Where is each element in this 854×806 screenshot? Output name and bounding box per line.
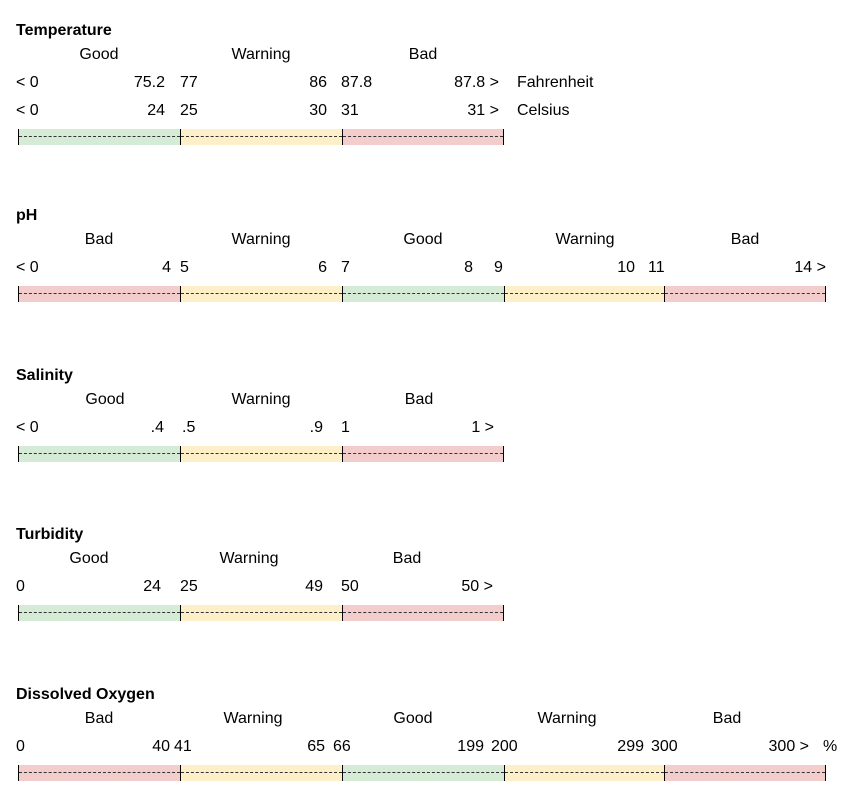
category-label: Bad (84, 231, 114, 248)
range-high: 10 (617, 259, 635, 276)
range-bar-bad (18, 286, 180, 302)
range-bar-good (18, 446, 180, 462)
range-high: 299 (617, 738, 644, 755)
category-label: Good (85, 391, 125, 408)
range-low: < 0 (16, 419, 39, 436)
range-low: 5 (180, 259, 189, 276)
range-low: 25 (180, 578, 198, 595)
range-high: 4 (162, 259, 171, 276)
range-bar-warning (180, 765, 342, 781)
category-label: Good (69, 550, 109, 567)
range-high: 40 (152, 738, 170, 755)
range-high: 14 > (794, 259, 826, 276)
unit-label: % (823, 738, 838, 755)
range-high: 30 (309, 102, 327, 119)
category-label: Warning (555, 231, 615, 248)
category-label: Bad (730, 231, 760, 248)
range-high: 31 > (467, 102, 499, 119)
range-bar-warning (180, 605, 342, 621)
range-low: < 0 (16, 74, 39, 91)
category-label: Bad (408, 46, 438, 63)
range-high: 65 (307, 738, 325, 755)
range-low: 50 (341, 578, 359, 595)
range-bar-good (342, 765, 504, 781)
range-bar-warning (504, 765, 664, 781)
range-low: 66 (333, 738, 351, 755)
values-row-celsius: < 0 24 25 30 31 31 > Celsius (0, 102, 854, 120)
range-low: 87.8 (341, 74, 373, 91)
section-title: Salinity (16, 367, 73, 384)
range-high: 87.8 > (454, 74, 499, 91)
section-title: Dissolved Oxygen (16, 686, 155, 703)
range-low: 25 (180, 102, 198, 119)
range-high: .4 (150, 419, 164, 436)
range-high: .9 (309, 419, 323, 436)
range-bar-good (342, 286, 504, 302)
range-low: 77 (180, 74, 198, 91)
category-label: Good (403, 231, 443, 248)
range-low: 41 (174, 738, 192, 755)
range-low: 1 (341, 419, 350, 436)
range-bar-good (18, 605, 180, 621)
category-label: Good (393, 710, 433, 727)
range-low: 7 (341, 259, 350, 276)
category-label: Warning (231, 46, 291, 63)
category-label: Bad (712, 710, 742, 727)
range-high: 300 > (768, 738, 809, 755)
range-high: 8 (464, 259, 473, 276)
range-high: 49 (305, 578, 323, 595)
values-row: < 0 4 5 6 7 8 9 10 11 14 > (0, 259, 854, 277)
range-bar-bad (342, 129, 504, 145)
category-label: Warning (223, 710, 283, 727)
category-label: Warning (231, 231, 291, 248)
values-row: 0 24 25 49 50 50 > (0, 578, 854, 596)
category-label: Warning (537, 710, 597, 727)
range-bar-bad (664, 765, 826, 781)
range-high: 6 (318, 259, 327, 276)
range-bar-bad (342, 605, 504, 621)
section-title: Turbidity (16, 526, 84, 543)
range-bar-warning (180, 446, 342, 462)
values-row: 0 40 41 65 66 199 200 299 300 300 > % (0, 738, 854, 756)
range-high: 24 (147, 102, 165, 119)
range-low: 0 (16, 738, 25, 755)
range-low: .5 (182, 419, 196, 436)
range-high: 24 (143, 578, 161, 595)
range-low: < 0 (16, 259, 39, 276)
range-bar-warning (180, 129, 342, 145)
range-bar-good (18, 129, 180, 145)
range-low: 0 (16, 578, 25, 595)
section-title: Temperature (16, 22, 112, 39)
range-high: 1 > (471, 419, 494, 436)
range-bar-bad (342, 446, 504, 462)
range-bar-warning (180, 286, 342, 302)
category-label: Good (79, 46, 119, 63)
category-label: Bad (84, 710, 114, 727)
range-low: 31 (341, 102, 359, 119)
range-bar-bad (664, 286, 826, 302)
range-low: 300 (651, 738, 678, 755)
range-bar-bad (18, 765, 180, 781)
unit-label: Fahrenheit (517, 74, 594, 91)
values-row: < 0 .4 .5 .9 1 1 > (0, 419, 854, 437)
range-high: 86 (309, 74, 327, 91)
range-high: 75.2 (133, 74, 165, 91)
range-low: < 0 (16, 102, 39, 119)
category-label: Warning (219, 550, 279, 567)
range-low: 9 (494, 259, 503, 276)
range-bar-warning (504, 286, 664, 302)
section-title: pH (16, 207, 38, 224)
category-label: Bad (404, 391, 434, 408)
values-row-fahrenheit: < 0 75.2 77 86 87.8 87.8 > Fahrenheit (0, 74, 854, 92)
category-label: Warning (231, 391, 291, 408)
range-low: 11 (648, 259, 665, 276)
unit-label: Celsius (517, 102, 570, 119)
range-high: 199 (457, 738, 484, 755)
range-high: 50 > (461, 578, 493, 595)
category-label: Bad (392, 550, 422, 567)
range-low: 200 (491, 738, 518, 755)
